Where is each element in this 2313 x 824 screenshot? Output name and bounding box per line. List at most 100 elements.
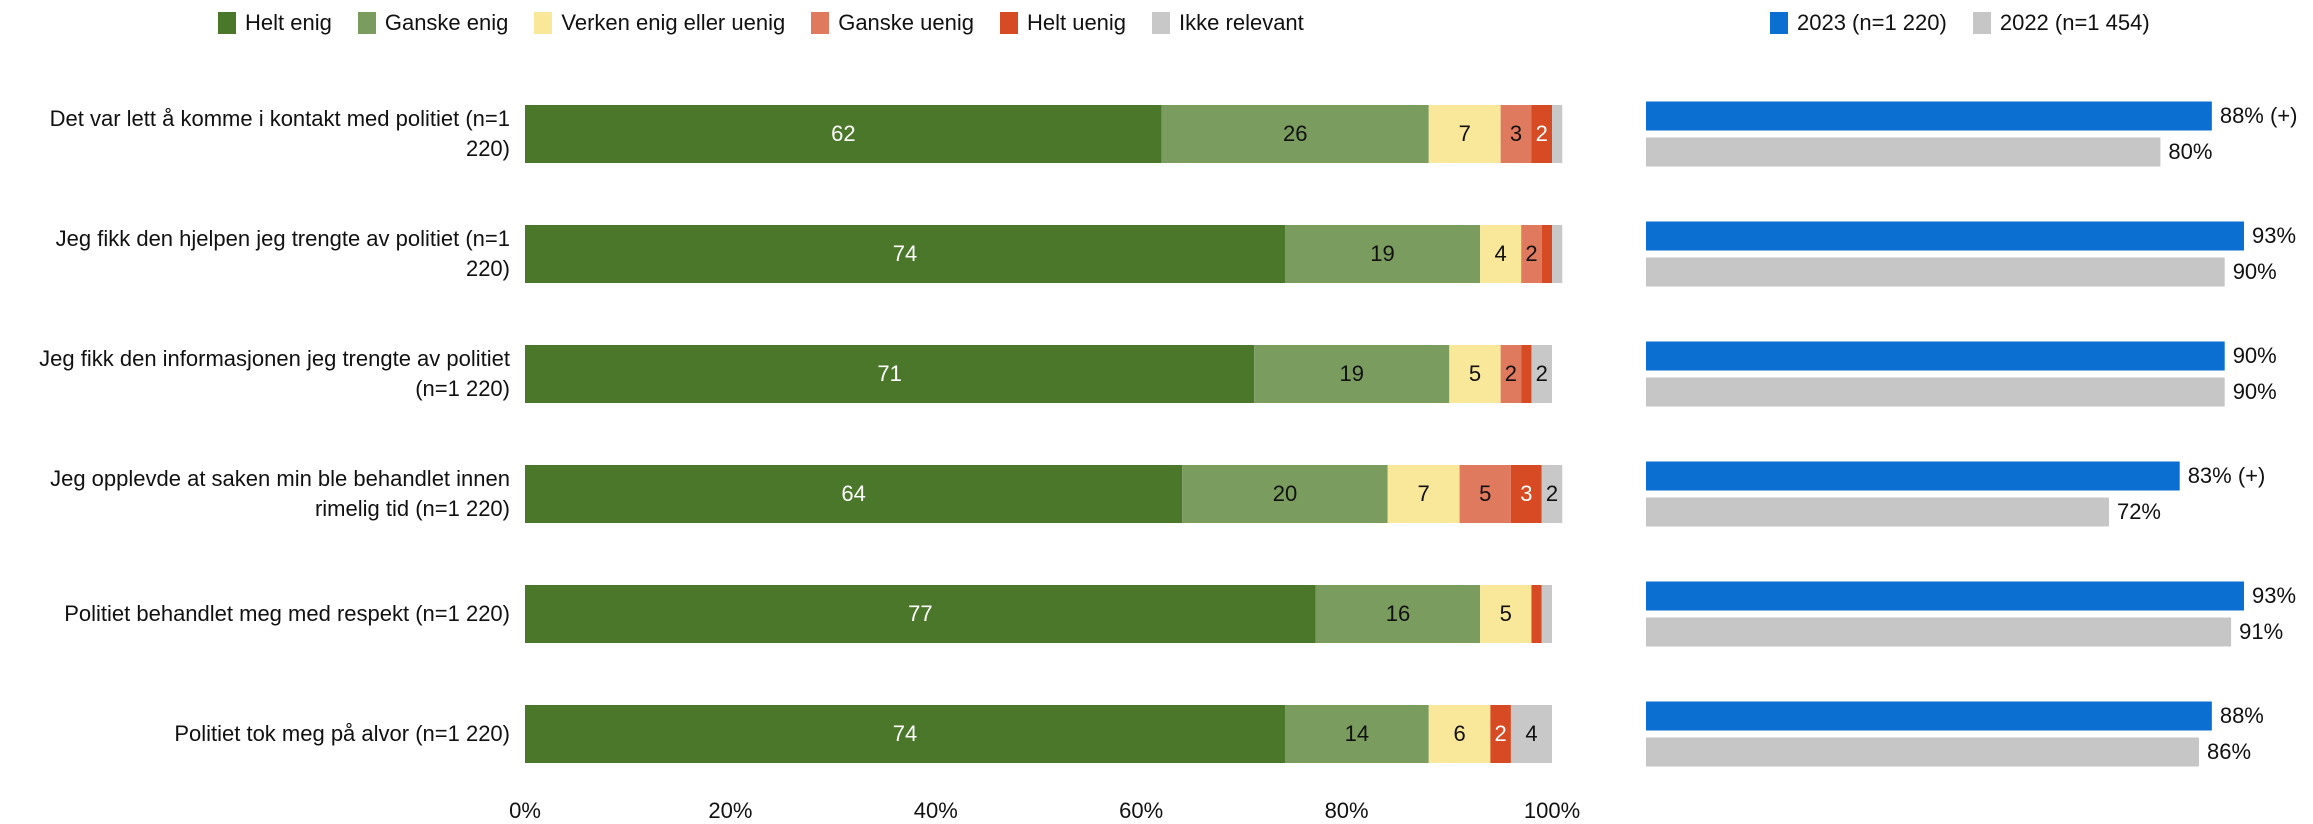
data-label: 77 [908, 601, 932, 626]
data-label: 2 [1495, 721, 1507, 746]
bar-segment [1510, 465, 1542, 523]
bar [1646, 737, 2199, 767]
data-label: 90% [2233, 343, 2277, 368]
legend-swatch [1972, 12, 1991, 34]
legend-label: Ikke relevant [1179, 10, 1304, 35]
data-label: 91% [2239, 619, 2283, 644]
data-label: 80% [2168, 139, 2212, 164]
bar-segment [1500, 345, 1522, 403]
category-label: Jeg opplevde at saken min ble behandlet … [50, 466, 510, 521]
data-label: 64 [841, 481, 865, 506]
bar-segment [1552, 105, 1563, 163]
bar [1646, 257, 2225, 287]
category-label: Jeg fikk den hjelpen jeg trengte av poli… [55, 226, 510, 281]
bar-segment [1254, 345, 1450, 403]
data-label: 74 [893, 721, 917, 746]
bar-segment [1521, 345, 1532, 403]
legend-item: 2022 (n=1 454) [1972, 10, 2150, 36]
bar-segment [1284, 705, 1429, 763]
data-label: 4 [1525, 721, 1537, 746]
data-label: 93% [2252, 223, 2296, 248]
data-label: 3 [1520, 481, 1532, 506]
data-label: 5 [1469, 361, 1481, 386]
bar [1646, 461, 2180, 491]
data-label: 26 [1283, 121, 1307, 146]
bar [1646, 101, 2212, 131]
legend: Helt enig Ganske enig Verken enig eller ue… [218, 10, 1304, 36]
bar [1646, 581, 2244, 611]
legend-swatch [1770, 12, 1788, 34]
bar-segment [1161, 105, 1429, 163]
bar-segment [1490, 705, 1511, 763]
bar-segment [1459, 465, 1511, 523]
bar-segment [525, 345, 1255, 403]
bar-segment [525, 465, 1183, 523]
data-label: 88% [2220, 703, 2264, 728]
legend-label: Helt uenig [1026, 10, 1127, 35]
bar-segment [1428, 105, 1501, 163]
bar-segment [525, 585, 1316, 643]
bar [1646, 377, 2225, 407]
legend-swatch [999, 12, 1018, 34]
data-label: 93% [2252, 583, 2296, 608]
legend-swatch [534, 12, 553, 34]
data-label: 62 [831, 121, 855, 146]
bar-segment [1541, 465, 1563, 523]
data-label: 7 [1418, 481, 1430, 506]
legend-label: Ganske enig [384, 10, 509, 35]
bar-segment [525, 225, 1285, 283]
legend-swatch [1152, 12, 1171, 34]
bar-segment [1531, 105, 1552, 163]
legend-item: Helt enig [218, 10, 332, 36]
data-label: 19 [1370, 241, 1394, 266]
bar-segment [1182, 465, 1388, 523]
data-label: 74 [893, 241, 917, 266]
data-label: 71 [877, 361, 901, 386]
data-label: 5 [1500, 601, 1512, 626]
x-tick-label: 100% [1524, 798, 1580, 823]
data-label: 88% (+) [2220, 103, 2298, 128]
bar-segment [1541, 225, 1552, 283]
legend-label: Helt enig [245, 10, 332, 35]
bar-segment [1428, 705, 1491, 763]
data-label: 6 [1453, 721, 1465, 746]
bar-segment [1510, 705, 1552, 763]
data-label: 20 [1273, 481, 1297, 506]
data-label: 4 [1495, 241, 1507, 266]
legend-item: Helt uenig [999, 10, 1127, 36]
data-label: 7 [1459, 121, 1471, 146]
bar-segment [1449, 345, 1501, 403]
bar-segment [1531, 345, 1552, 403]
x-tick-label: 40% [914, 798, 958, 823]
bar-segment [1387, 465, 1460, 523]
bar-segment [525, 705, 1285, 763]
legend-label: 2022 (n=1 454) [1999, 10, 2150, 35]
data-label: 83% (+) [2188, 463, 2266, 488]
data-label: 2 [1536, 361, 1548, 386]
legend-label: Ganske uenig [838, 10, 974, 35]
data-label: 3 [1510, 121, 1522, 146]
x-tick-label: 60% [1119, 798, 1163, 823]
x-tick-label: 0% [509, 798, 541, 823]
bar-segment [1480, 585, 1532, 643]
data-label: 2 [1525, 241, 1537, 266]
bar [1646, 137, 2161, 167]
data-label: 14 [1345, 721, 1369, 746]
data-label: 19 [1339, 361, 1363, 386]
data-label: 16 [1386, 601, 1410, 626]
bar-segment [525, 105, 1162, 163]
data-label: 72% [2117, 499, 2161, 524]
legend-label: Verken enig eller uenig [561, 10, 786, 35]
bar [1646, 617, 2232, 647]
bar-segment [1480, 225, 1522, 283]
legend-item: 2023 (n=1 220) [1770, 10, 1947, 36]
legend-swatch [357, 12, 376, 34]
category-label: Jeg fikk den informasjonen jeg trengte a… [39, 346, 510, 401]
legend-swatch [218, 12, 236, 34]
bar-segment [1541, 585, 1552, 643]
data-label: 90% [2233, 259, 2277, 284]
bar [1646, 221, 2244, 251]
bar-segment [1531, 585, 1542, 643]
bar-segment [1552, 225, 1563, 283]
category-label: Politiet tok meg på alvor (n=1 220) [174, 721, 510, 746]
